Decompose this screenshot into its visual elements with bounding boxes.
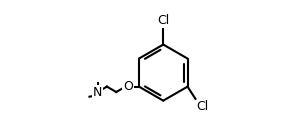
Text: Cl: Cl	[196, 99, 208, 113]
Text: N: N	[93, 86, 102, 99]
Text: Cl: Cl	[157, 14, 169, 27]
Text: O: O	[123, 80, 133, 93]
